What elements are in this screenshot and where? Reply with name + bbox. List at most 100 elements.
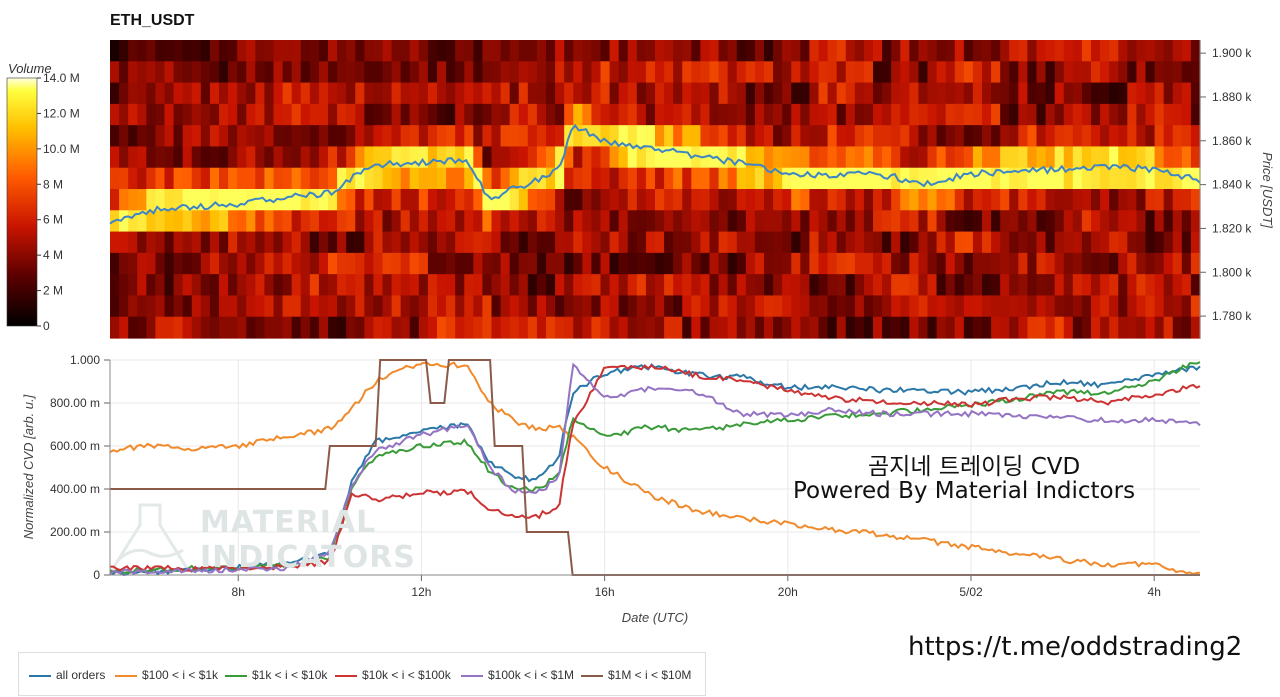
heatmap-cell xyxy=(664,125,674,148)
heatmap-cell xyxy=(337,231,347,254)
heatmap-cell xyxy=(709,295,720,318)
heatmap-cell xyxy=(918,252,929,275)
legend-item-10k-100k[interactable]: $10k < i < $100k xyxy=(335,668,451,682)
heatmap-cell xyxy=(927,103,938,126)
heatmap-cell xyxy=(346,40,356,62)
heatmap-cell xyxy=(309,189,320,211)
heatmap-cell xyxy=(1000,61,1010,84)
heatmap-cell xyxy=(791,210,801,233)
heatmap-cell xyxy=(1036,274,1047,297)
heatmap-cell xyxy=(909,103,920,126)
heatmap-cell xyxy=(573,103,583,126)
heatmap-cell xyxy=(1118,146,1128,169)
heatmap-cell xyxy=(564,61,574,84)
heatmap-cell xyxy=(328,316,338,339)
heatmap-cell xyxy=(228,252,238,275)
heatmap-cell xyxy=(827,125,838,148)
heatmap-cell xyxy=(228,210,238,233)
heatmap-cell xyxy=(1163,125,1174,148)
heatmap-cell xyxy=(682,103,692,126)
heatmap-cell xyxy=(182,103,193,126)
legend-item-100-1k[interactable]: $100 < i < $1k xyxy=(115,668,218,682)
heatmap-cell xyxy=(1027,189,1038,211)
heatmap-cell xyxy=(1018,252,1029,275)
heatmap-cell xyxy=(146,167,157,190)
heatmap-cell xyxy=(1100,231,1110,254)
heatmap-cell xyxy=(664,252,674,275)
heatmap-cell xyxy=(146,189,157,211)
heatmap-cell xyxy=(328,61,338,84)
legend-item-1k-10k[interactable]: $1k < i < $10k xyxy=(225,668,327,682)
legend-item-100k-1m[interactable]: $100k < i < $1M xyxy=(461,668,574,682)
heatmap-cell xyxy=(1163,146,1174,169)
heatmap-cell xyxy=(718,295,729,318)
heatmap-cell xyxy=(1036,210,1047,233)
heatmap-cell xyxy=(836,274,847,297)
heatmap-cell xyxy=(845,274,856,297)
heatmap-cell xyxy=(718,125,729,148)
heatmap-cell xyxy=(164,146,175,169)
heatmap-cell xyxy=(1063,189,1074,211)
heatmap-cell xyxy=(664,189,674,211)
heatmap-cell xyxy=(845,189,856,211)
heatmap-cell xyxy=(863,210,874,233)
heatmap-cell xyxy=(110,252,120,275)
legend-item-all-orders[interactable]: all orders xyxy=(29,668,105,682)
heatmap-cell xyxy=(1190,274,1201,297)
heatmap-cell xyxy=(219,125,229,148)
heatmap-cell xyxy=(664,274,674,297)
heatmap-cell xyxy=(709,316,720,339)
footer-url[interactable]: https://t.me/oddstrading2 xyxy=(908,632,1243,662)
heatmap-cell xyxy=(200,82,211,105)
heatmap-cell xyxy=(464,82,474,105)
heatmap-cell xyxy=(918,316,929,339)
heatmap-cell xyxy=(945,103,956,126)
heatmap-cell xyxy=(200,167,211,190)
heatmap-cell xyxy=(909,146,920,169)
heatmap-cell xyxy=(1127,295,1138,318)
heatmap-cell xyxy=(464,167,474,190)
heatmap-cell xyxy=(173,274,184,297)
heatmap-cell xyxy=(873,61,883,84)
heatmap-cell xyxy=(1045,167,1056,190)
heatmap-cell xyxy=(119,316,129,339)
heatmap-cell xyxy=(1163,316,1174,339)
heatmap-cell xyxy=(346,252,356,275)
heatmap-cell xyxy=(836,252,847,275)
heatmap-cell xyxy=(609,231,620,254)
heatmap-cell xyxy=(836,210,847,233)
heatmap-cell xyxy=(427,103,438,126)
heatmap-cell xyxy=(318,210,329,233)
heatmap-cell xyxy=(918,125,929,148)
heatmap-cell xyxy=(1190,146,1201,169)
heatmap-cell xyxy=(409,125,420,148)
heatmap-cell xyxy=(900,125,910,148)
heatmap-cell xyxy=(1027,61,1038,84)
heatmap-cell xyxy=(437,61,447,84)
heatmap-cell xyxy=(1181,40,1192,62)
heatmap-cell xyxy=(209,82,220,105)
legend-item-1m-10m[interactable]: $1M < i < $10M xyxy=(581,668,691,682)
heatmap-cell xyxy=(972,316,983,339)
heatmap-cell xyxy=(718,189,729,211)
heatmap-cell xyxy=(527,210,538,233)
heatmap-cell xyxy=(836,295,847,318)
heatmap-cell xyxy=(309,231,320,254)
heatmap-cell xyxy=(818,316,829,339)
heatmap-cell xyxy=(246,274,256,297)
heatmap-cell xyxy=(137,316,147,339)
heatmap-cell xyxy=(727,167,738,190)
heatmap-cell xyxy=(546,316,556,339)
heatmap-cell xyxy=(782,274,792,297)
heatmap-cell xyxy=(182,167,193,190)
heatmap-cell xyxy=(645,316,656,339)
heatmap-cell xyxy=(1100,82,1110,105)
heatmap-cell xyxy=(219,167,229,190)
heatmap-cell xyxy=(364,252,375,275)
heatmap-cell xyxy=(273,82,284,105)
heatmap-cell xyxy=(228,316,238,339)
heatmap-cell xyxy=(418,146,429,169)
heatmap-cell xyxy=(791,61,801,84)
heatmap-cell xyxy=(673,210,683,233)
heatmap-cell xyxy=(373,125,384,148)
